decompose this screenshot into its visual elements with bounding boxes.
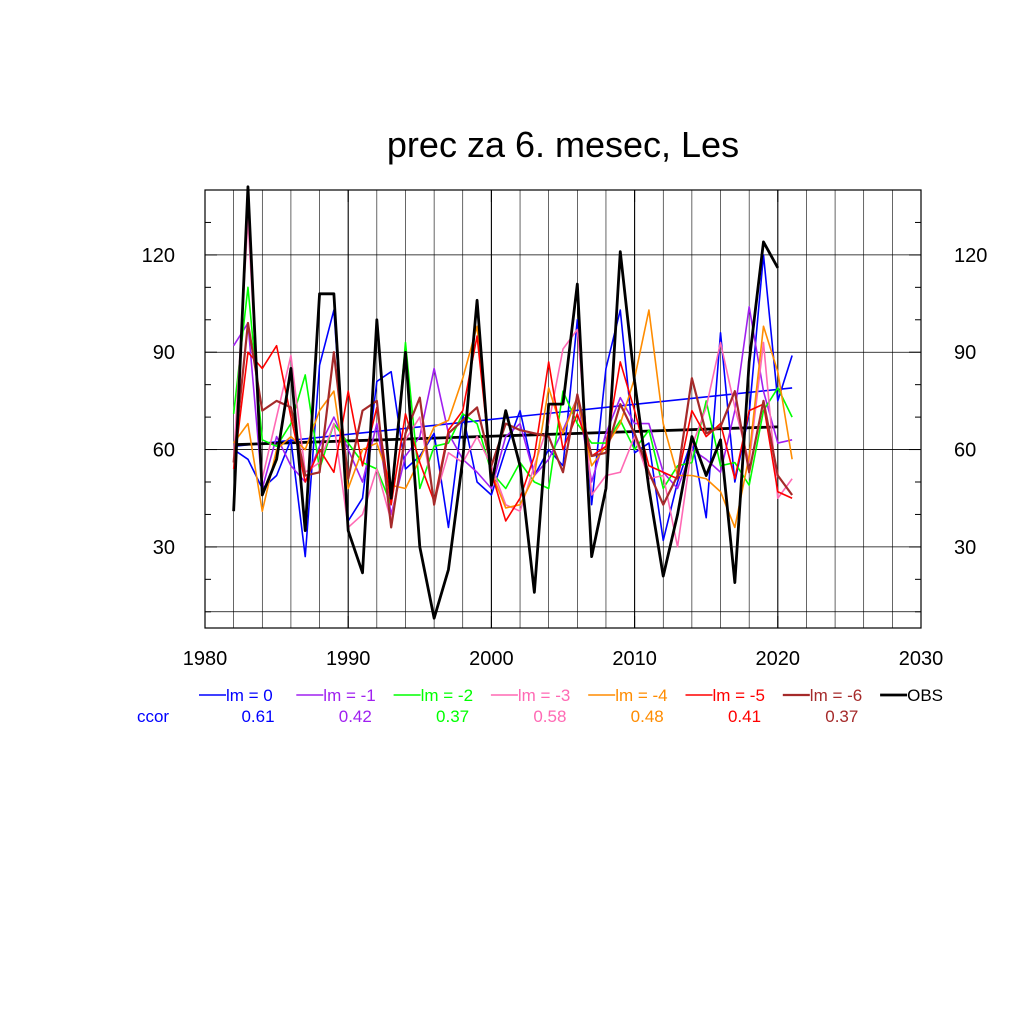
series-line-5	[232, 335, 793, 522]
series-line-7	[232, 185, 780, 620]
x-tick-label: 1990	[326, 648, 371, 670]
series-line-4	[232, 309, 793, 529]
ccor-value: 0.37	[436, 707, 469, 726]
legend-label: lm = -2	[421, 686, 473, 705]
ccor-value: 0.37	[825, 707, 858, 726]
y-tick-label-left: 120	[142, 245, 175, 267]
ccor-value: 0.48	[631, 707, 664, 726]
trend-line-0	[233, 387, 793, 448]
series-line-6	[232, 321, 794, 529]
y-tick-label-right: 120	[954, 245, 987, 267]
x-tick-label: 1980	[183, 648, 228, 670]
legend-label: lm = -1	[323, 686, 375, 705]
legend-label: lm = 0	[226, 686, 273, 705]
x-tick-label: 2010	[612, 648, 657, 670]
x-tick-label: 2030	[899, 648, 944, 670]
y-tick-label-right: 60	[954, 440, 976, 462]
plot-frame	[204, 189, 922, 629]
y-tick-label-left: 60	[153, 440, 175, 462]
y-tick-label-left: 90	[153, 342, 175, 364]
series-line-3	[232, 218, 793, 548]
series-lines	[232, 185, 794, 620]
legend-label: lm = -3	[518, 686, 570, 705]
x-tick-label: 2000	[469, 648, 514, 670]
ccor-value: 0.41	[728, 707, 761, 726]
x-tick-label: 2020	[756, 648, 801, 670]
ccor-value: 0.58	[533, 707, 566, 726]
chart-title: prec za 6. mesec, Les	[387, 124, 739, 165]
y-tick-label-left: 30	[153, 537, 175, 559]
ccor-value: 0.61	[241, 707, 274, 726]
series-line-2	[232, 286, 793, 506]
grid	[205, 189, 921, 628]
ccor-value: 0.42	[339, 707, 372, 726]
legend-label: OBS	[907, 686, 943, 705]
legend-label: lm = -5	[713, 686, 765, 705]
series-line-0	[233, 254, 793, 558]
legend: lm = 0 0.61 lm = -1 0.42 lm = -2 0.37 lm = -3 0…	[137, 686, 943, 726]
y-tick-label-right: 90	[954, 342, 976, 364]
ccor-label: ccor	[137, 707, 169, 726]
legend-label: lm = -4	[615, 686, 667, 705]
legend-label: lm = -6	[810, 686, 862, 705]
ticks: 1980 1990 2000 2010 2020 2030 30 30 60 60 90 90 120 1…	[142, 189, 987, 670]
y-tick-label-right: 30	[954, 537, 976, 559]
